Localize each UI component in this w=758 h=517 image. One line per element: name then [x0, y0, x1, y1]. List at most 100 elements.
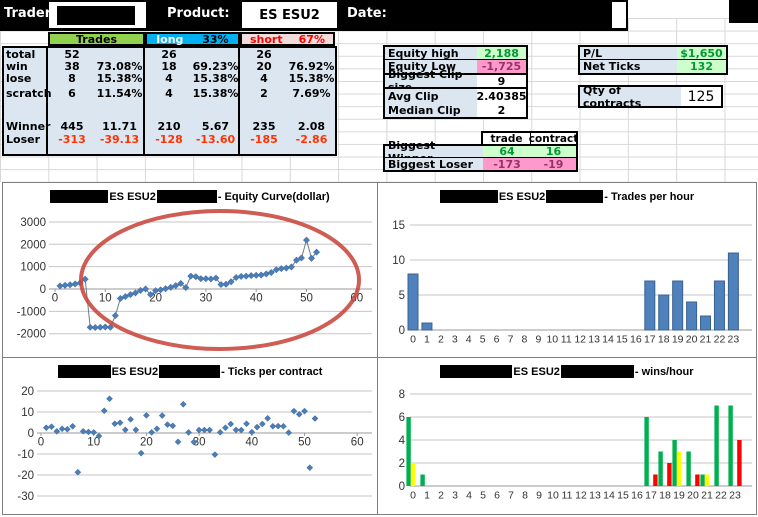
svg-text:10: 10	[392, 255, 405, 267]
title-date-redacted	[159, 365, 221, 378]
svg-text:5: 5	[480, 334, 486, 346]
svg-text:19: 19	[673, 490, 685, 502]
long-header-cell: long 33%	[145, 32, 240, 46]
biggest-loser-contract: -19	[531, 158, 576, 171]
svg-text:3: 3	[452, 490, 458, 502]
title-product: ES ESU2	[109, 190, 156, 203]
table-row-pad	[4, 146, 335, 156]
pl-row: P/L $1,650	[580, 47, 726, 60]
svg-text:9: 9	[536, 490, 542, 502]
svg-text:17: 17	[644, 334, 656, 346]
svg-text:13: 13	[588, 334, 600, 346]
equity-high-value: 2,188	[477, 47, 526, 60]
svg-text:19: 19	[672, 334, 684, 346]
date-redacted	[478, 2, 612, 28]
table-row-blank	[4, 103, 335, 120]
table-row-loser: Loser -313 -39.13 -128 -13.60 -185 -2.86	[6, 133, 328, 146]
svg-text:0: 0	[399, 325, 405, 337]
svg-text:-1000: -1000	[17, 306, 46, 318]
svg-text:1000: 1000	[20, 262, 46, 274]
title-date-redacted	[156, 190, 217, 203]
median-clip-value: 2	[477, 104, 526, 117]
svg-text:-20: -20	[17, 470, 34, 482]
pl-value: $1,650	[677, 47, 726, 60]
title-suffix: - Trades per hour	[604, 190, 695, 203]
avg-clip-label: Avg Clip	[385, 89, 477, 104]
title-product: ES ESU2	[111, 365, 159, 378]
chart-equity-curve: ES ESU2 - Equity Curve(dollar) -2000 -100…	[2, 182, 378, 358]
svg-text:22: 22	[715, 490, 727, 502]
qty-row: Qty of contracts 125	[580, 84, 721, 110]
svg-text:4: 4	[466, 490, 472, 502]
svg-text:-30: -30	[17, 491, 34, 503]
svg-text:4: 4	[399, 435, 406, 447]
svg-text:16: 16	[630, 334, 642, 346]
svg-text:20: 20	[687, 490, 699, 502]
long-pct: 33%	[202, 32, 229, 46]
svg-text:30: 30	[200, 293, 213, 305]
svg-text:40: 40	[250, 293, 263, 305]
svg-text:1: 1	[424, 334, 430, 346]
svg-text:6: 6	[494, 334, 500, 346]
svg-text:23: 23	[729, 490, 741, 502]
svg-text:3: 3	[452, 334, 458, 346]
svg-text:0: 0	[40, 284, 46, 296]
equity-high-label: Equity high	[385, 47, 477, 60]
svg-text:5: 5	[399, 290, 405, 302]
svg-text:20: 20	[686, 334, 698, 346]
table-row-winner: Winner 445 11.71 210 5.67 235 2.08	[6, 120, 326, 133]
svg-text:4: 4	[466, 334, 472, 346]
svg-text:6: 6	[399, 412, 405, 424]
title-product: ES ESU2	[513, 365, 560, 378]
svg-text:0: 0	[52, 293, 58, 305]
svg-text:17: 17	[645, 490, 657, 502]
svg-text:50: 50	[300, 293, 313, 305]
avg-clip-row: Avg Clip 2.40385	[385, 89, 527, 104]
svg-text:40: 40	[245, 437, 258, 449]
median-clip-row: Median Clip 2	[385, 104, 526, 117]
equity-range-table: Equity high 2,188 Equity Low -1,725	[383, 45, 528, 75]
title-trader-redacted	[50, 190, 109, 203]
biggest-loser-row: Biggest Loser -173 -19	[385, 158, 576, 171]
svg-text:5: 5	[480, 490, 486, 502]
svg-text:2: 2	[438, 334, 444, 346]
svg-text:21: 21	[701, 490, 713, 502]
biggest-winner-trade: 64	[483, 145, 531, 158]
biggest-loser-trade: -173	[483, 158, 531, 171]
svg-text:15: 15	[616, 334, 628, 346]
svg-text:-10: -10	[17, 449, 34, 461]
ticks-per-contract-plot: -30 -20 -10 0 10 20 0 10 20 30 40 50 60	[17, 386, 372, 503]
table-row-lose: lose 8 15.38% 4 15.38% 4 15.38%	[6, 71, 335, 85]
table-row-win: win 38 73.08% 18 69.23% 20 76.92%	[6, 59, 335, 73]
short-header-cell: short 67%	[240, 32, 335, 46]
svg-text:0: 0	[399, 481, 405, 493]
svg-text:-2000: -2000	[17, 329, 46, 341]
svg-text:10: 10	[99, 293, 112, 305]
svg-text:12: 12	[575, 490, 587, 502]
svg-text:10: 10	[546, 334, 558, 346]
avg-clip-value: 2.40385	[476, 89, 527, 104]
median-clip-label: Median Clip	[385, 104, 477, 117]
svg-text:50: 50	[298, 437, 311, 449]
title-trader-redacted	[440, 365, 513, 378]
svg-text:22: 22	[714, 334, 726, 346]
svg-text:8: 8	[522, 334, 528, 346]
chart-trades-per-hour: ES ESU2 - Trades per hour 0 5 10 15 0 1 2 3 4 5 6 7…	[377, 182, 757, 358]
stats-table-header: Trades long 33% short 67%	[48, 32, 335, 46]
svg-text:0: 0	[38, 437, 44, 449]
svg-text:13: 13	[589, 490, 601, 502]
svg-text:23: 23	[728, 334, 740, 346]
svg-text:7: 7	[508, 490, 514, 502]
pl-label: P/L	[580, 47, 677, 60]
svg-text:3000: 3000	[20, 217, 46, 229]
svg-text:11: 11	[562, 490, 573, 502]
svg-text:20: 20	[140, 437, 153, 449]
svg-text:0: 0	[410, 490, 416, 502]
biggest-clip-value: 9	[497, 74, 506, 88]
svg-text:60: 60	[351, 437, 364, 449]
equity-low-row: Equity Low -1,725	[385, 60, 526, 73]
